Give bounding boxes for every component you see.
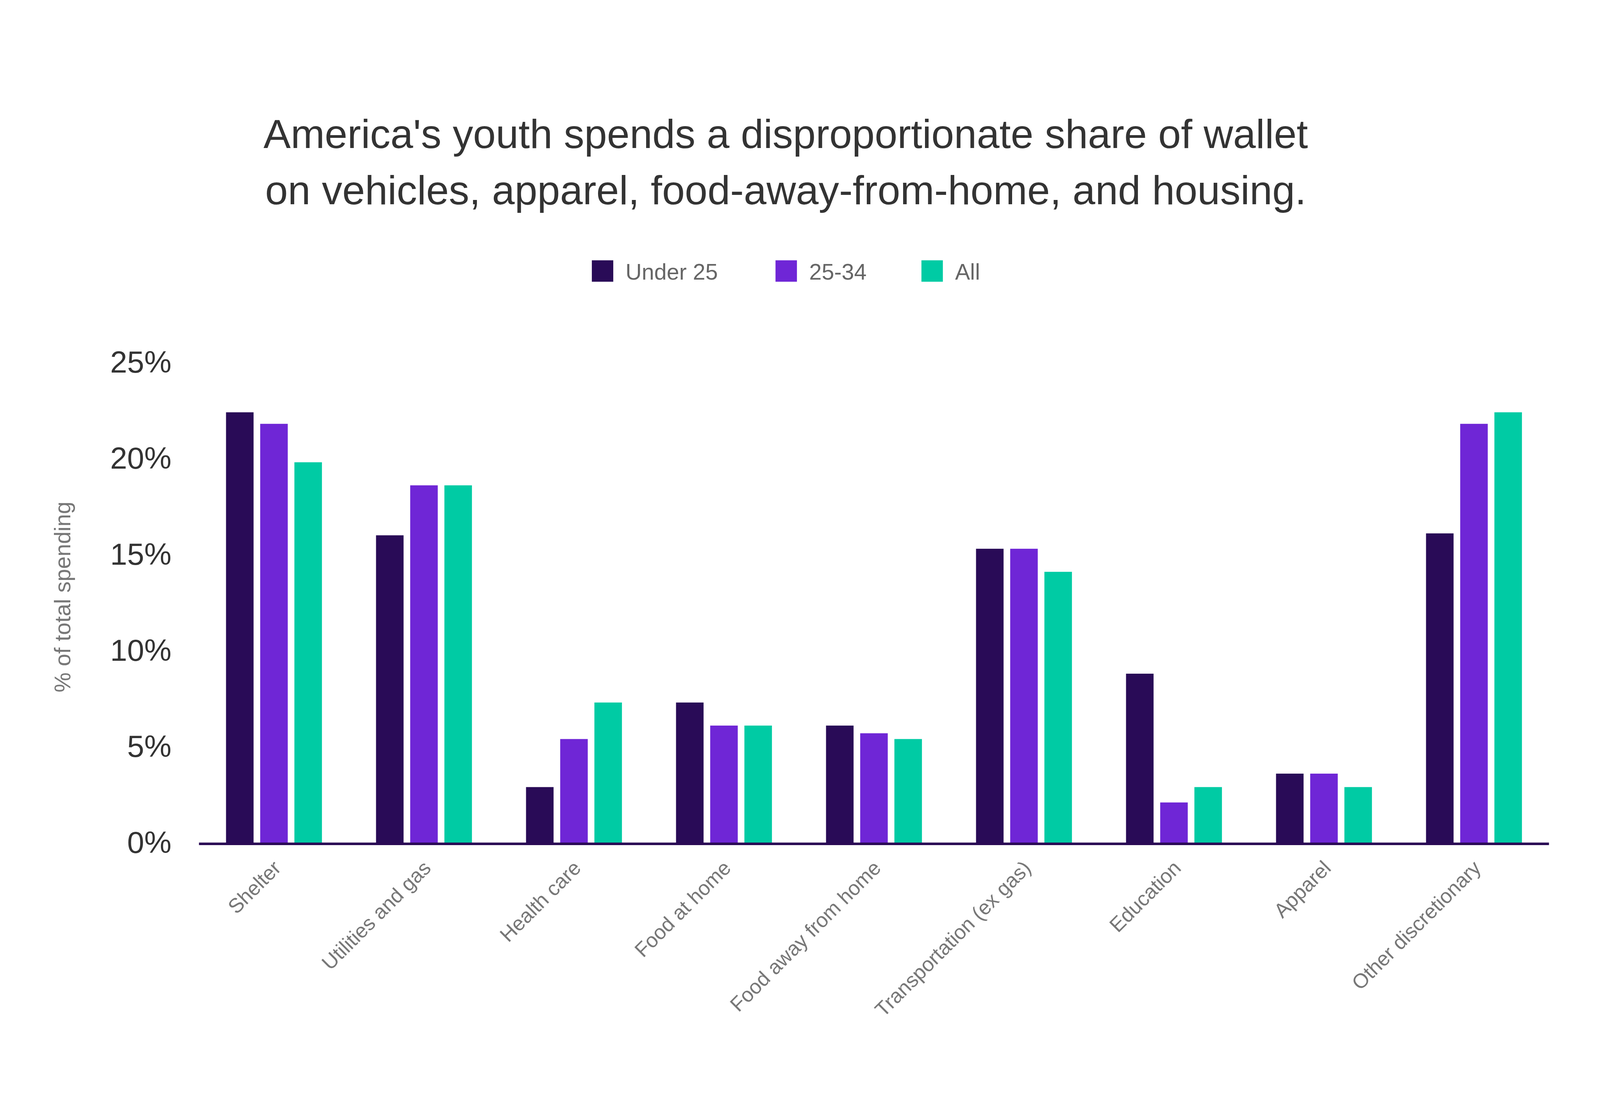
bar — [894, 739, 923, 843]
bar — [1494, 412, 1523, 843]
legend-label: 25-34 — [809, 259, 867, 285]
x-tick-label: Health care — [495, 856, 586, 947]
chart: America's youth spends a disproportionat… — [0, 0, 1600, 1097]
x-tick-label: Transportation (ex gas) — [870, 856, 1036, 1022]
x-tick-label: Apparel — [1269, 856, 1336, 923]
bars — [226, 412, 1523, 843]
y-tick-label: 5% — [127, 729, 172, 764]
x-tick-label: Education — [1105, 856, 1186, 937]
bar — [260, 423, 288, 843]
bar — [560, 739, 588, 843]
x-axis-line — [198, 842, 1549, 846]
bar — [826, 725, 854, 843]
legend-swatch — [775, 260, 797, 283]
bar — [1126, 673, 1154, 843]
title-line: on vehicles, apparel, food-away-from-hom… — [265, 167, 1307, 213]
bar — [1010, 548, 1038, 843]
y-axis-title: % of total spending — [50, 501, 75, 693]
bar — [1160, 802, 1188, 843]
bar — [1044, 571, 1073, 843]
y-tick-label: 20% — [110, 441, 172, 476]
bar — [1426, 533, 1454, 843]
bar — [860, 733, 888, 844]
bar — [1194, 787, 1223, 843]
x-tick-label: Food at home — [630, 856, 736, 962]
legend-label: All — [955, 259, 981, 285]
x-tick-label: Food away from home — [725, 856, 886, 1017]
title: America's youth spends a disproportionat… — [263, 110, 1309, 213]
bar — [744, 725, 773, 843]
title-line: America's youth spends a disproportionat… — [263, 110, 1309, 157]
bar — [410, 485, 438, 843]
legend-label: Under 25 — [625, 259, 718, 285]
bar — [594, 702, 623, 843]
bar — [676, 702, 704, 843]
bar — [1344, 787, 1373, 843]
x-tick-label: Utilities and gas — [317, 856, 436, 975]
bar — [226, 412, 254, 843]
x-tick-label: Shelter — [223, 856, 286, 919]
bar — [1310, 773, 1338, 843]
y-tick-label: 0% — [127, 825, 172, 860]
bar — [444, 485, 473, 843]
legend-swatch — [591, 260, 614, 283]
bar — [710, 725, 738, 843]
legend-swatch — [921, 260, 943, 283]
bar — [526, 787, 554, 843]
y-tick-label: 15% — [110, 537, 172, 572]
y-tick-label: 25% — [110, 344, 172, 380]
x-tick-label: Other discretionary — [1347, 856, 1486, 995]
bar — [976, 548, 1004, 843]
y-tick-label: 10% — [110, 633, 172, 668]
bar — [1276, 773, 1304, 843]
bar — [376, 535, 404, 843]
bar — [1460, 423, 1488, 843]
bar — [294, 462, 323, 843]
